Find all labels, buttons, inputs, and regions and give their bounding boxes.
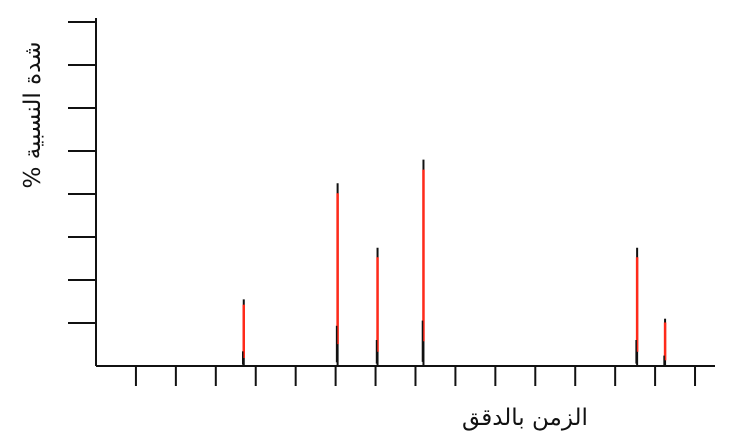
peaks xyxy=(242,159,667,366)
x-axis-title: الزمن بالدقق xyxy=(462,405,588,431)
peak-1 xyxy=(242,299,246,366)
peak-3 xyxy=(375,247,379,366)
axes xyxy=(68,18,715,386)
peak-4 xyxy=(421,159,425,366)
y-axis-title: % شدة النسبية xyxy=(20,42,46,189)
peak-5 xyxy=(635,247,639,366)
peak-6 xyxy=(663,318,667,366)
peak-2 xyxy=(335,183,339,366)
